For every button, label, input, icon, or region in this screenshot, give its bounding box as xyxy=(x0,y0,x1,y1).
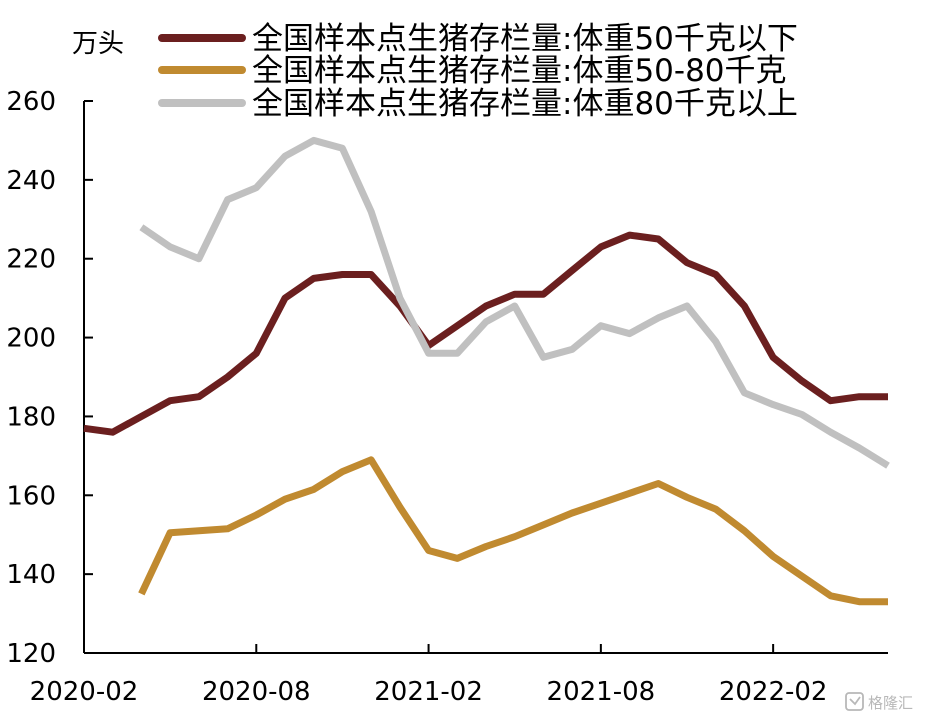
y-tick-label: 180 xyxy=(6,402,56,432)
series-line-2 xyxy=(138,456,888,606)
series-lines xyxy=(83,136,890,606)
y-tick-label: 240 xyxy=(6,166,56,196)
x-tick-label: 2021-08 xyxy=(547,677,656,707)
legend: 全国样本点生猪存栏量:体重50千克以下全国样本点生猪存栏量:体重50-80千克全… xyxy=(158,21,798,122)
unit-label: 万头 xyxy=(72,29,124,59)
gelonghui-logo-icon xyxy=(845,692,864,711)
x-tick-label: 2020-02 xyxy=(30,677,139,707)
y-tick-label: 260 xyxy=(6,87,56,117)
legend-item-3: 全国样本点生猪存栏量:体重80千克以上 xyxy=(158,86,798,122)
legend-item-2: 全国样本点生猪存栏量:体重50-80千克 xyxy=(158,53,787,89)
x-ticks: 2020-02 2020-08 2021-02 2021-08 2022-02 xyxy=(30,644,828,707)
watermark: 格隆汇 xyxy=(845,692,913,712)
series-line-3 xyxy=(139,136,890,469)
y-tick-label: 120 xyxy=(6,639,56,669)
watermark-text: 格隆汇 xyxy=(868,694,913,712)
x-tick-label: 2020-08 xyxy=(202,677,311,707)
legend-item-1: 全国样本点生猪存栏量:体重50千克以下 xyxy=(158,21,798,57)
y-tick-label: 160 xyxy=(6,481,56,511)
legend-label: 全国样本点生猪存栏量:体重80千克以上 xyxy=(252,86,798,122)
legend-label: 全国样本点生猪存栏量:体重50千克以下 xyxy=(252,21,798,57)
x-tick-label: 2021-02 xyxy=(374,677,483,707)
x-tick-label: 2022-02 xyxy=(719,677,828,707)
y-tick-label: 220 xyxy=(6,245,56,275)
y-ticks: 120 140 160 180 200 220 240 260 xyxy=(6,87,93,669)
y-tick-label: 200 xyxy=(6,324,56,354)
series-line-1 xyxy=(83,231,888,436)
legend-label: 全国样本点生猪存栏量:体重50-80千克 xyxy=(252,53,787,89)
y-tick-label: 140 xyxy=(6,560,56,590)
